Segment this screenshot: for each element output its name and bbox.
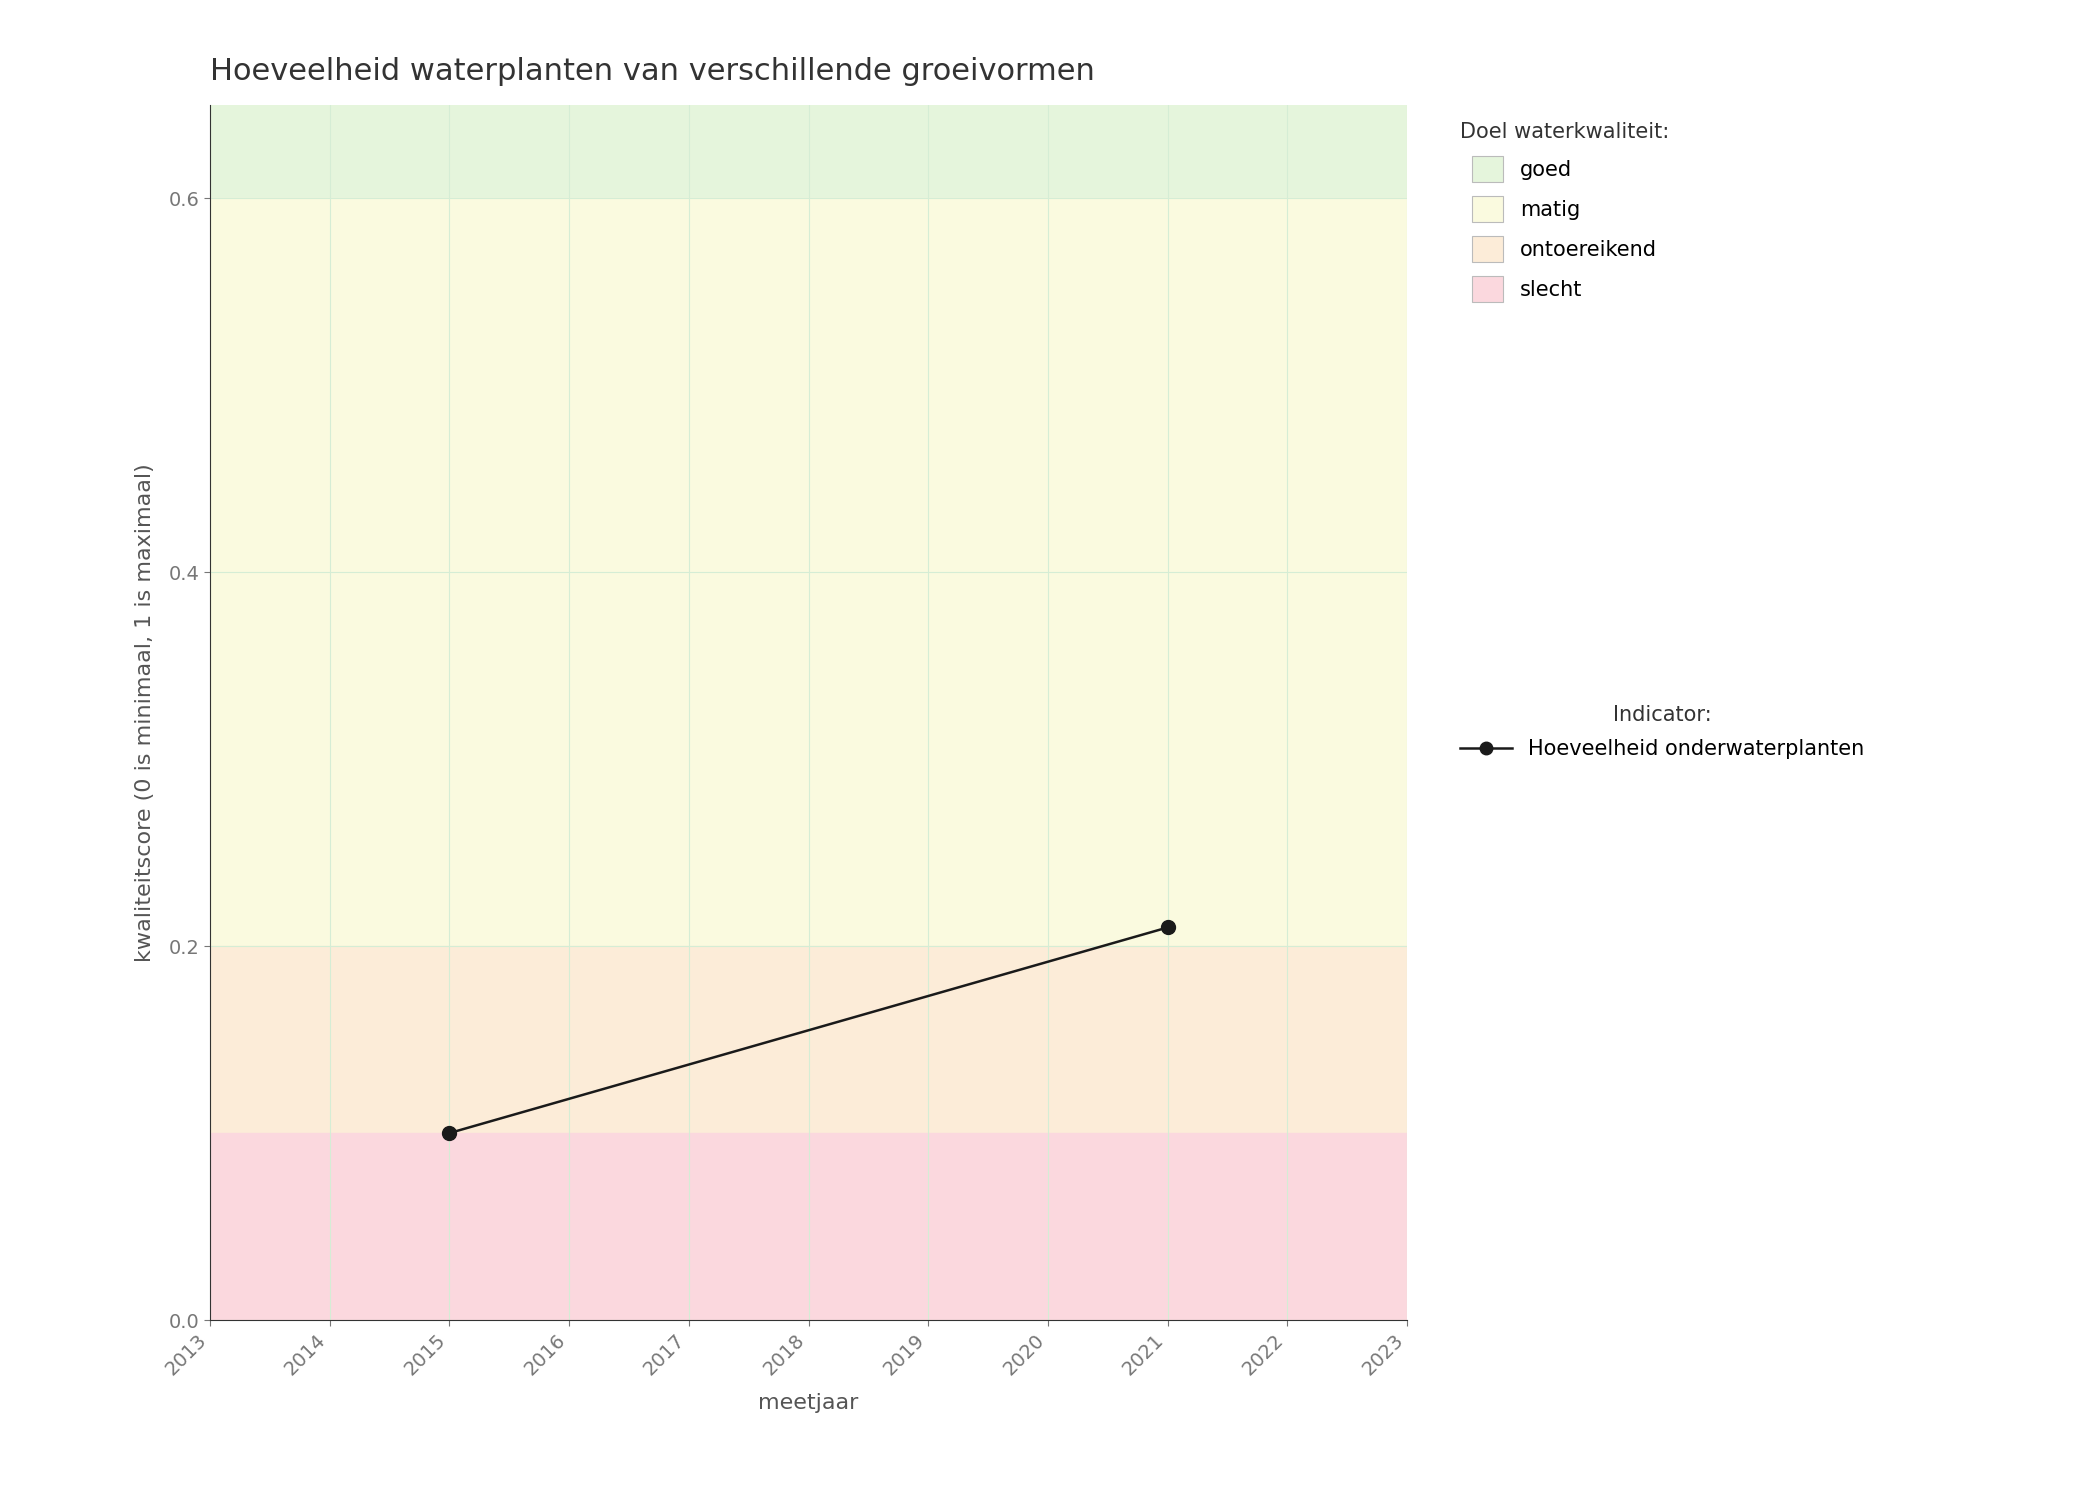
- Bar: [210, 198, 1407, 946]
- X-axis label: meetjaar: meetjaar: [758, 1392, 859, 1413]
- Point: [433, 1120, 466, 1144]
- Text: Hoeveelheid waterplanten van verschillende groeivormen: Hoeveelheid waterplanten van verschillen…: [210, 57, 1094, 86]
- Bar: [210, 1132, 1407, 1320]
- Bar: [210, 105, 1407, 198]
- Legend: Hoeveelheid onderwaterplanten: Hoeveelheid onderwaterplanten: [1453, 699, 1871, 765]
- Y-axis label: kwaliteitscore (0 is minimaal, 1 is maximaal): kwaliteitscore (0 is minimaal, 1 is maxi…: [134, 464, 155, 962]
- Point: [1151, 915, 1184, 939]
- Bar: [210, 946, 1407, 1132]
